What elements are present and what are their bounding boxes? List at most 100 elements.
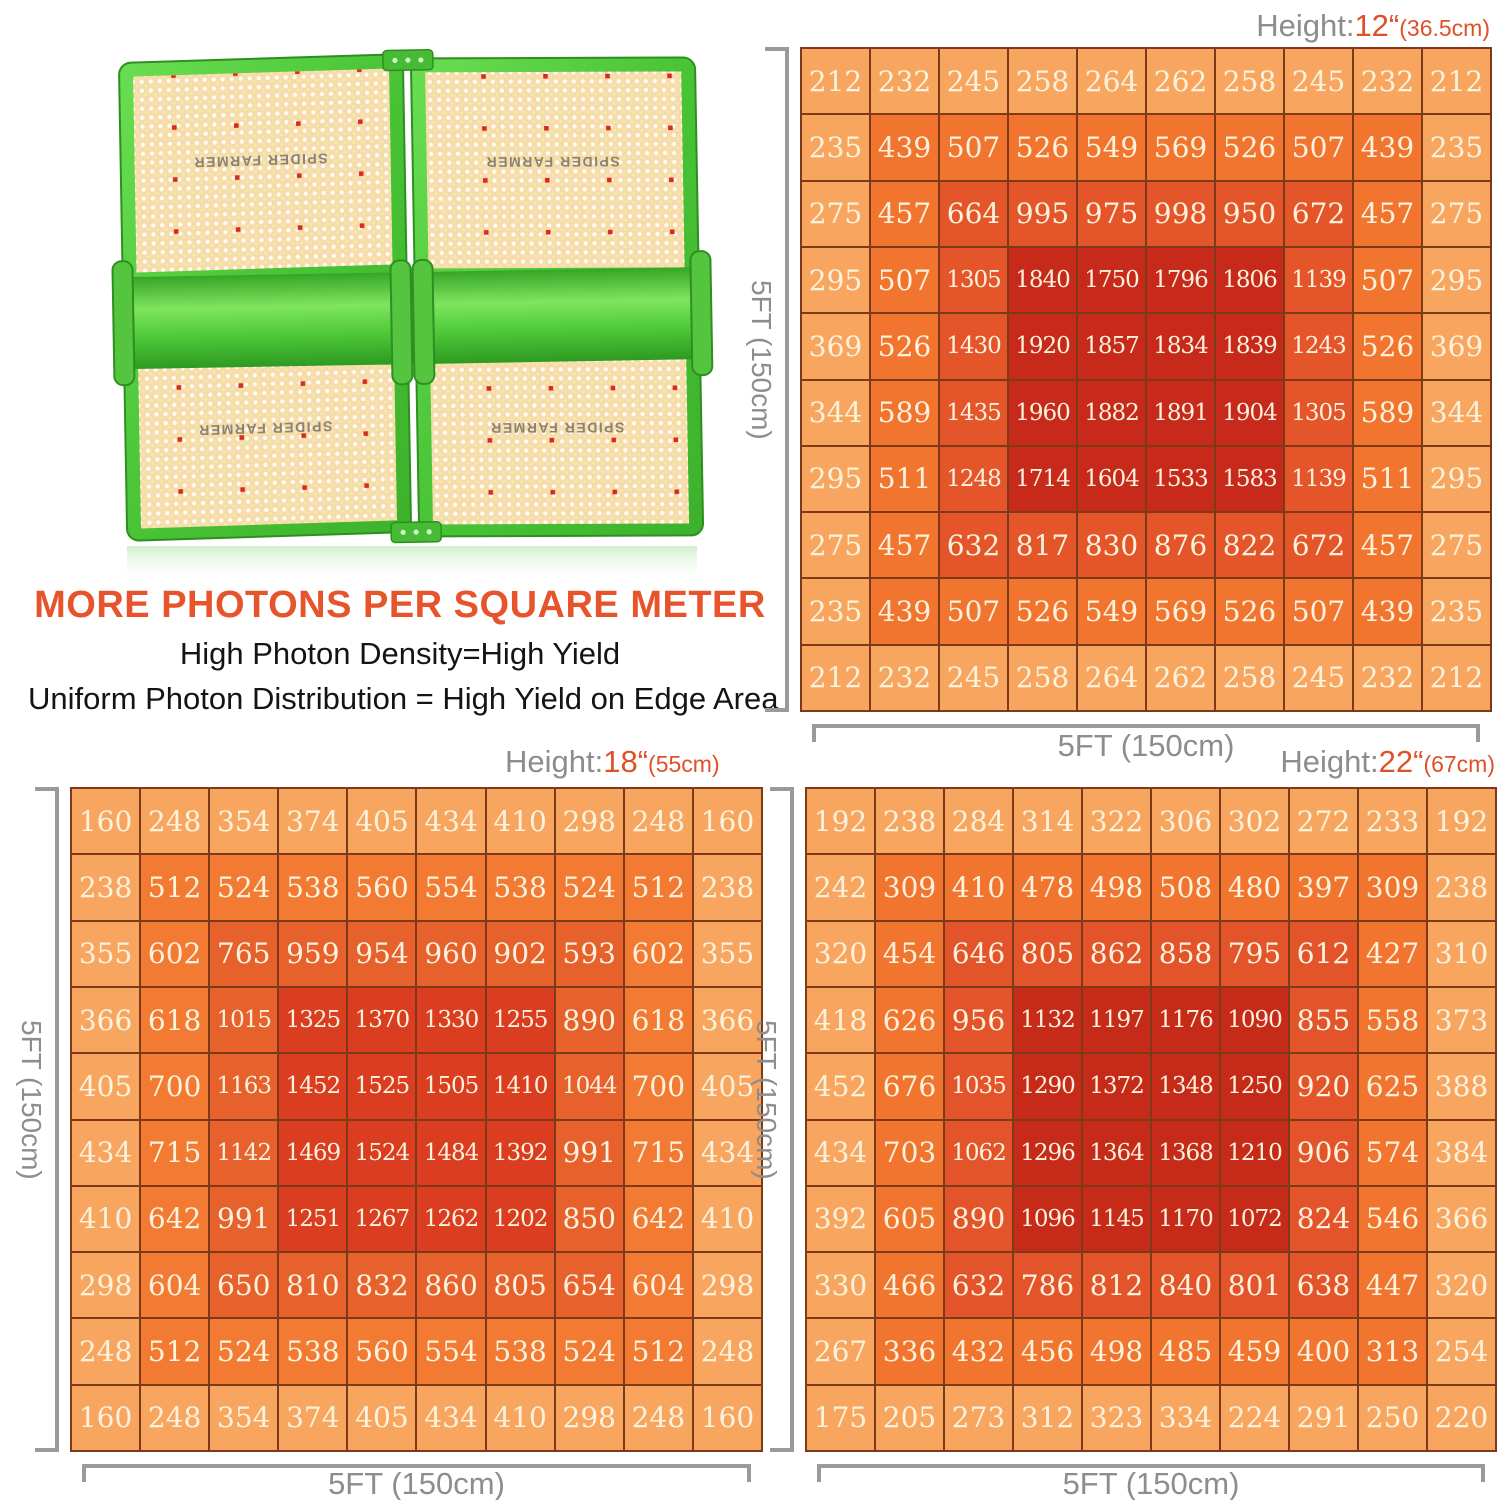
ppfd-cell: 512 [623,854,693,921]
ppfd-cell: 366 [692,986,762,1054]
ppfd-cell: 654 [554,1252,624,1319]
ppfd-cell: 524 [209,1318,279,1385]
heatmap-12in-y-axis [765,47,789,712]
ppfd-cell: 1255 [485,986,555,1054]
ppfd-cell: 604 [140,1252,210,1319]
ppfd-cell: 334 [1151,1384,1220,1451]
ppfd-cell: 1452 [278,1053,348,1120]
ppfd-cell: 638 [1289,1252,1358,1319]
ppfd-cell: 298 [692,1252,762,1319]
ppfd-cell: 232 [870,644,939,711]
ppfd-cell: 507 [1353,246,1422,314]
ppfd-cell: 410 [485,788,555,855]
ppfd-cell: 232 [1353,48,1422,115]
mounting-brackets [111,250,714,387]
ppfd-cell: 275 [801,512,870,579]
ppfd-cell: 258 [1215,48,1284,115]
ppfd-cell: 975 [1077,180,1146,247]
heatmap-12in-x-axis [812,724,1480,742]
ppfd-cell: 459 [1220,1318,1289,1385]
ppfd-cell: 765 [209,920,279,987]
heatmap-22in-header: Height:22“(67cm) [1280,744,1495,780]
ppfd-cell: 1364 [1082,1119,1151,1186]
ppfd-cell: 212 [1422,644,1491,711]
ppfd-cell: 549 [1077,578,1146,645]
panel-reflection [127,546,697,584]
ppfd-cell: 1290 [1013,1053,1082,1120]
ppfd-cell: 855 [1289,986,1358,1054]
height-label: Height: [1280,744,1379,779]
ppfd-cell: 478 [1013,854,1082,921]
heatmap-22in-y-axis [770,787,794,1452]
ppfd-cell: 538 [485,854,555,921]
ppfd-cell: 1044 [554,1053,624,1120]
ppfd-cell: 314 [1013,788,1082,855]
ppfd-cell: 538 [278,1318,348,1385]
ppfd-cell: 664 [939,180,1008,247]
ppfd-cell: 950 [1215,180,1284,247]
ppfd-cell: 235 [801,578,870,645]
ppfd-cell: 1796 [1146,246,1215,314]
ppfd-cell: 354 [209,788,279,855]
ppfd-cell: 344 [1422,379,1491,446]
ppfd-cell: 457 [1353,180,1422,247]
ppfd-cell: 447 [1358,1252,1427,1319]
heatmap-12in-header: Height:12“(36.5cm) [1256,8,1490,44]
ppfd-cell: 554 [416,854,486,921]
ppfd-cell: 1197 [1082,986,1151,1054]
ppfd-cell: 642 [623,1185,693,1253]
ppfd-cell: 605 [875,1185,944,1253]
ppfd-cell: 715 [140,1119,210,1186]
ppfd-cell: 507 [870,246,939,314]
ppfd-cell: 995 [1008,180,1077,247]
ppfd-cell: 956 [944,986,1013,1054]
ppfd-cell: 959 [278,920,348,987]
height-label: Height: [505,744,604,779]
ppfd-cell: 890 [554,986,624,1054]
ppfd-cell: 248 [623,1384,693,1451]
ppfd-cell: 302 [1220,788,1289,855]
ppfd-cell: 1840 [1008,246,1077,314]
ppfd-cell: 700 [623,1053,693,1120]
heatmap-18in-y-axis [35,787,59,1452]
ppfd-cell: 220 [1427,1384,1496,1451]
ppfd-cell: 546 [1358,1185,1427,1253]
subheadline-2: Uniform Photon Distribution = High Yield… [28,681,779,716]
ppfd-cell: 526 [1215,114,1284,181]
heatmap-18in-x-axis-label: 5FT (150cm) [328,1466,505,1500]
ppfd-cell: 439 [870,578,939,645]
ppfd-cell: 805 [1013,920,1082,987]
ppfd-cell: 554 [416,1318,486,1385]
ppfd-cell: 242 [806,854,875,921]
ppfd-cell: 1891 [1146,379,1215,446]
ppfd-cell: 612 [1289,920,1358,987]
ppfd-cell: 248 [692,1318,762,1385]
ppfd-cell: 1392 [485,1119,555,1186]
height-value: 22“ [1378,744,1424,779]
ppfd-cell: 418 [806,986,875,1054]
ppfd-cell: 1142 [209,1119,279,1186]
ppfd-cell: 410 [944,854,1013,921]
ppfd-cell: 485 [1151,1318,1220,1385]
ppfd-cell: 618 [140,986,210,1054]
ppfd-cell: 312 [1013,1384,1082,1451]
ppfd-cell: 192 [806,788,875,855]
ppfd-cell: 344 [801,379,870,446]
ppfd-cell: 805 [485,1252,555,1319]
heatmap-22in-x-axis [817,1464,1485,1482]
ppfd-cell: 1714 [1008,445,1077,513]
ppfd-cell: 454 [875,920,944,987]
ppfd-cell: 1882 [1077,379,1146,446]
ppfd-cell: 1430 [939,313,1008,380]
ppfd-cell: 902 [485,920,555,987]
ppfd-cell: 876 [1146,512,1215,579]
ppfd-cell: 1583 [1215,445,1284,513]
ppfd-cell: 832 [347,1252,417,1319]
heatmap-22in-grid: 192 238 284 314 322 306 302 272 233 192 242 309 410 4… [805,787,1497,1452]
ppfd-cell: 1176 [1151,986,1220,1054]
brand-logo: SPIDER FARMER [485,154,620,170]
ppfd-cell: 309 [1358,854,1427,921]
brand-logo: SPIDER FARMER [198,418,333,438]
ppfd-cell: 1267 [347,1185,417,1253]
heatmap-12in-y-axis-label: 5FT (150cm) [746,280,777,440]
